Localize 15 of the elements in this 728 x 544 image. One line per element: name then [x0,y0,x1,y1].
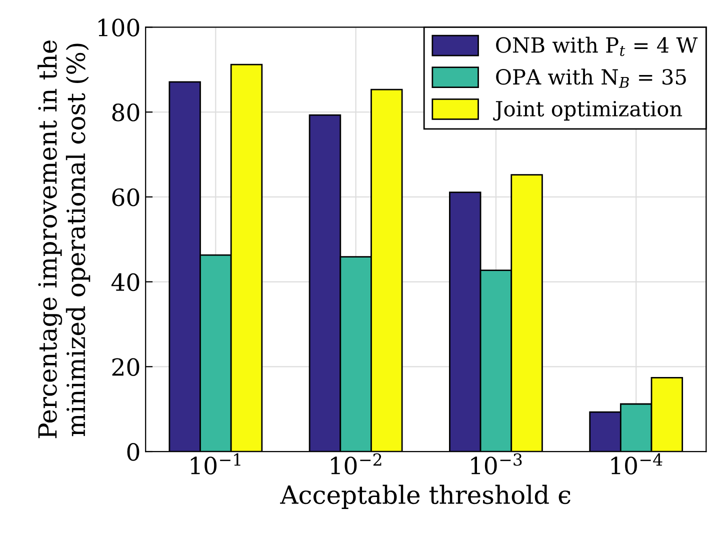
legend-label: Joint optimization [493,100,682,121]
x-axis-title: Acceptable threshold ϵ [280,484,570,509]
x-tick-label: 10$^{−2}$ [331,453,382,474]
y-tick-label: 80 [112,104,140,122]
y-axis-title: Percentage improvement in the minimized operational cost (%) [38,40,90,438]
y-tick-label: 40 [111,273,140,292]
legend-label: OPA with N$_{B}$ = 35 [496,68,686,88]
y-tick-label: 60 [112,188,140,206]
x-tick-label: 10$^{−3}$ [471,453,522,474]
y-tick-label: 100 [98,18,140,37]
x-tick-label: 10$^{−1}$ [190,453,240,474]
legend-label: ONB with P$_{t}$ = 4 W [496,36,698,56]
x-tick-label: 10$^{−4}$ [611,453,662,474]
y-tick-label: 20 [112,358,140,376]
y-tick-label: 0 [127,442,140,461]
